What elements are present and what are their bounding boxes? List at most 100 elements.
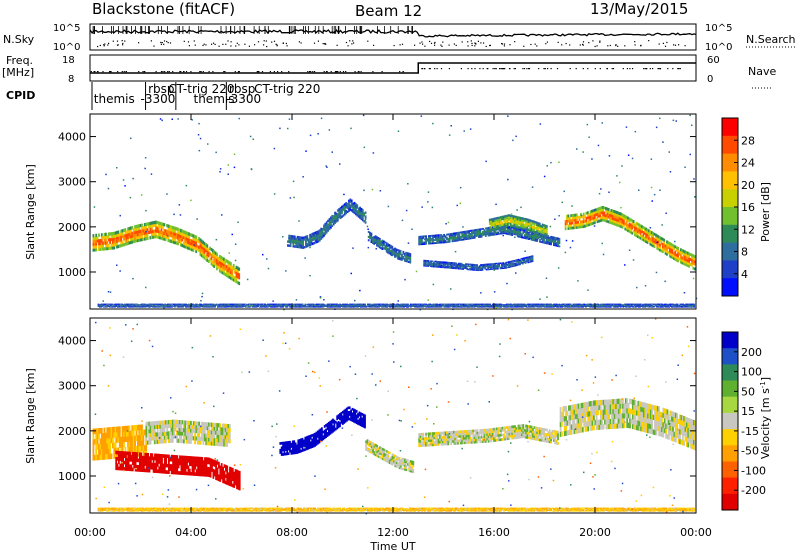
data-cell [339,216,342,220]
data-cell [657,240,660,244]
data-cell [150,227,153,231]
nsearch-dot [485,45,487,48]
data-cell [384,248,387,251]
data-cell [685,263,688,267]
data-cell [311,242,314,245]
data-cell [490,224,493,227]
data-cell [471,237,473,240]
data-cell [458,265,460,268]
data-cell [299,238,302,241]
data-cell [423,264,426,266]
data-cell [465,264,467,266]
data-cell [554,239,557,242]
data-cell [504,227,507,230]
data-cell [92,239,95,244]
data-cell [614,220,617,224]
data-cell [469,237,472,240]
data-cell [394,250,396,253]
data-cell [125,233,128,237]
nsearch-dot [455,44,457,47]
data-cell [501,267,503,270]
data-cell [465,265,467,267]
data-cell [458,237,461,240]
data-cell [505,232,508,235]
data-cell [531,258,534,260]
nsearch-dot [461,41,463,43]
data-cell [110,232,113,236]
data-cell [512,217,515,220]
data-cell [501,265,503,267]
data-cell [405,255,407,258]
data-cell [196,244,199,248]
data-cell [441,237,444,239]
data-cell [453,267,456,270]
data-cell [649,232,652,236]
data-cell [371,238,374,241]
nave-dot [528,68,531,70]
nsearch-dot [325,43,327,45]
data-cell [162,231,164,235]
data-cell [488,226,491,229]
data-cell [202,240,204,244]
nsearch-dot [193,40,195,42]
data-cell [519,259,521,261]
data-cell [434,263,437,266]
data-cell [688,259,691,263]
data-cell [523,257,526,259]
data-cell [598,212,600,216]
data-cell [373,242,376,245]
data-cell [320,231,323,234]
data-cell [532,228,534,231]
nave-dot [543,68,545,70]
data-cell [447,233,450,236]
data-cell [177,242,179,246]
data-cell [177,236,179,240]
data-cell [623,221,625,225]
data-cell [504,215,506,218]
data-cell [611,212,614,215]
data-cell [121,234,124,239]
data-cell [511,234,514,236]
data-cell [220,258,223,262]
data-cell [469,235,472,238]
nsearch-dot [163,43,165,45]
data-cell [577,225,579,229]
data-cell [506,263,509,266]
data-cell [482,232,484,235]
data-cell [293,241,296,244]
data-cell [237,269,239,273]
data-cell [160,222,163,226]
data-cell [616,223,618,227]
data-cell [487,234,490,237]
data-cell [338,208,341,211]
data-cell [516,227,519,230]
data-cell [462,231,465,233]
data-cell [512,232,515,235]
data-cell [231,268,234,272]
data-cell [610,211,613,215]
data-cell [174,241,177,245]
data-cell [92,248,95,252]
data-cell [614,223,617,226]
data-cell [475,229,477,231]
data-cell [301,303,304,305]
data-cell [449,264,452,266]
data-cell [499,267,502,270]
data-cell [519,236,522,238]
data-cell [310,243,313,246]
data-cell [230,273,232,277]
data-cell [339,214,342,218]
data-cell [598,209,600,213]
data-cell [171,240,174,244]
nave-dot [261,71,264,73]
data-cell [320,229,323,232]
data-cell [657,245,660,249]
data-cell [476,265,478,267]
data-cell [555,244,558,247]
data-cell [472,232,475,235]
data-cell [511,229,514,232]
data-cell [533,220,536,224]
data-cell [474,265,477,267]
cpid-entry: CT-trig 220 [168,82,234,96]
data-cell [141,235,143,239]
